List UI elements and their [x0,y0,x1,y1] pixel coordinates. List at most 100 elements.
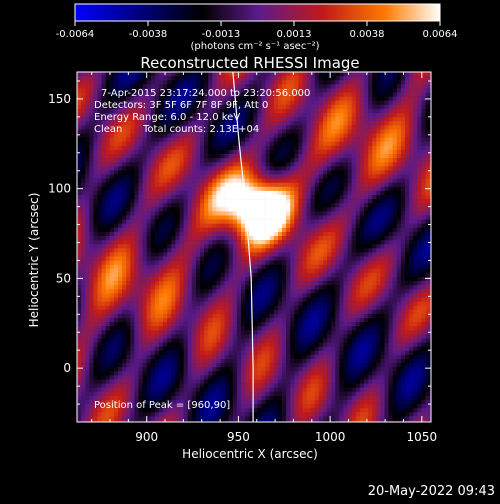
heatmap-cell [118,298,122,302]
heatmap-cell [77,269,81,273]
heatmap-cell [147,220,151,224]
heatmap-cell [413,232,417,236]
heatmap-cell [147,138,151,142]
heatmap-cell [372,248,376,252]
heatmap-cell [253,298,257,302]
heatmap-cell [241,252,245,256]
heatmap-cell [253,281,257,285]
heatmap-cell [122,224,126,228]
heatmap-cell [323,134,327,138]
heatmap-cell [413,93,417,97]
heatmap-cell [303,138,307,142]
heatmap-cell [274,105,278,109]
heatmap-cell [368,269,372,273]
heatmap-cell [249,150,253,154]
heatmap-cell [130,285,134,289]
heatmap-cell [352,97,356,101]
heatmap-cell [298,138,302,142]
heatmap-cell [327,199,331,203]
heatmap-cell [348,76,352,80]
heatmap-cell [159,195,163,199]
heatmap-cell [241,138,245,142]
heatmap-cell [368,97,372,101]
heatmap-cell [114,248,118,252]
heatmap-cell [397,257,401,261]
heatmap-cell [311,150,315,154]
heatmap-cell [229,265,233,269]
heatmap-cell [348,269,352,273]
heatmap-cell [417,129,421,133]
heatmap-cell [266,170,270,174]
heatmap-cell [233,277,237,281]
heatmap-cell [118,224,122,228]
heatmap-cell [364,252,368,256]
heatmap-cell [364,191,368,195]
heatmap-cell [294,240,298,244]
heatmap-cell [380,146,384,150]
heatmap-cell [417,179,421,183]
heatmap-cell [237,244,241,248]
heatmap-cell [331,293,335,297]
heatmap-cell [253,207,257,211]
heatmap-cell [257,240,261,244]
heatmap-cell [368,277,372,281]
heatmap-cell [323,109,327,113]
heatmap-cell [192,162,196,166]
heatmap-cell [307,125,311,129]
heatmap-cell [89,220,93,224]
heatmap-cell [253,277,257,281]
heatmap-cell [85,154,89,158]
heatmap-cell [122,289,126,293]
heatmap-cell [134,72,138,76]
heatmap-cell [93,224,97,228]
heatmap-cell [417,216,421,220]
heatmap-cell [303,289,307,293]
heatmap-cell [221,224,225,228]
heatmap-cell [380,220,384,224]
heatmap-cell [188,203,192,207]
heatmap-cell [344,93,348,97]
heatmap-cell [233,216,237,220]
heatmap-cell [204,248,208,252]
heatmap-cell [409,207,413,211]
heatmap-cell [319,187,323,191]
heatmap-cell [77,293,81,297]
heatmap-cell [184,281,188,285]
heatmap-cell [315,187,319,191]
heatmap-cell [393,125,397,129]
heatmap-cell [221,232,225,236]
heatmap-cell [266,183,270,187]
heatmap-cell [413,244,417,248]
heatmap-cell [216,273,220,277]
heatmap-cell [356,84,360,88]
heatmap-cell [417,265,421,269]
heatmap-cell [266,80,270,84]
heatmap-cell [270,129,274,133]
heatmap-cell [151,252,155,256]
heatmap-cell [126,298,130,302]
heatmap-cell [253,154,257,158]
heatmap-cell [98,289,102,293]
heatmap-cell [241,248,245,252]
heatmap-cell [175,298,179,302]
heatmap-cell [282,179,286,183]
heatmap-cell [389,187,393,191]
heatmap-cell [130,138,134,142]
heatmap-cell [360,121,364,125]
heatmap-cell [274,273,278,277]
heatmap-cell [200,76,204,80]
heatmap-cell [364,232,368,236]
heatmap-cell [335,232,339,236]
heatmap-cell [155,248,159,252]
heatmap-cell [81,170,85,174]
heatmap-cell [188,285,192,289]
heatmap-cell [339,80,343,84]
heatmap-cell [204,138,208,142]
heatmap-cell [85,228,89,232]
heatmap-cell [401,211,405,215]
heatmap-cell [139,76,143,80]
heatmap-cell [356,207,360,211]
heatmap-cell [417,244,421,248]
heatmap-cell [413,170,417,174]
heatmap-cell [368,72,372,76]
